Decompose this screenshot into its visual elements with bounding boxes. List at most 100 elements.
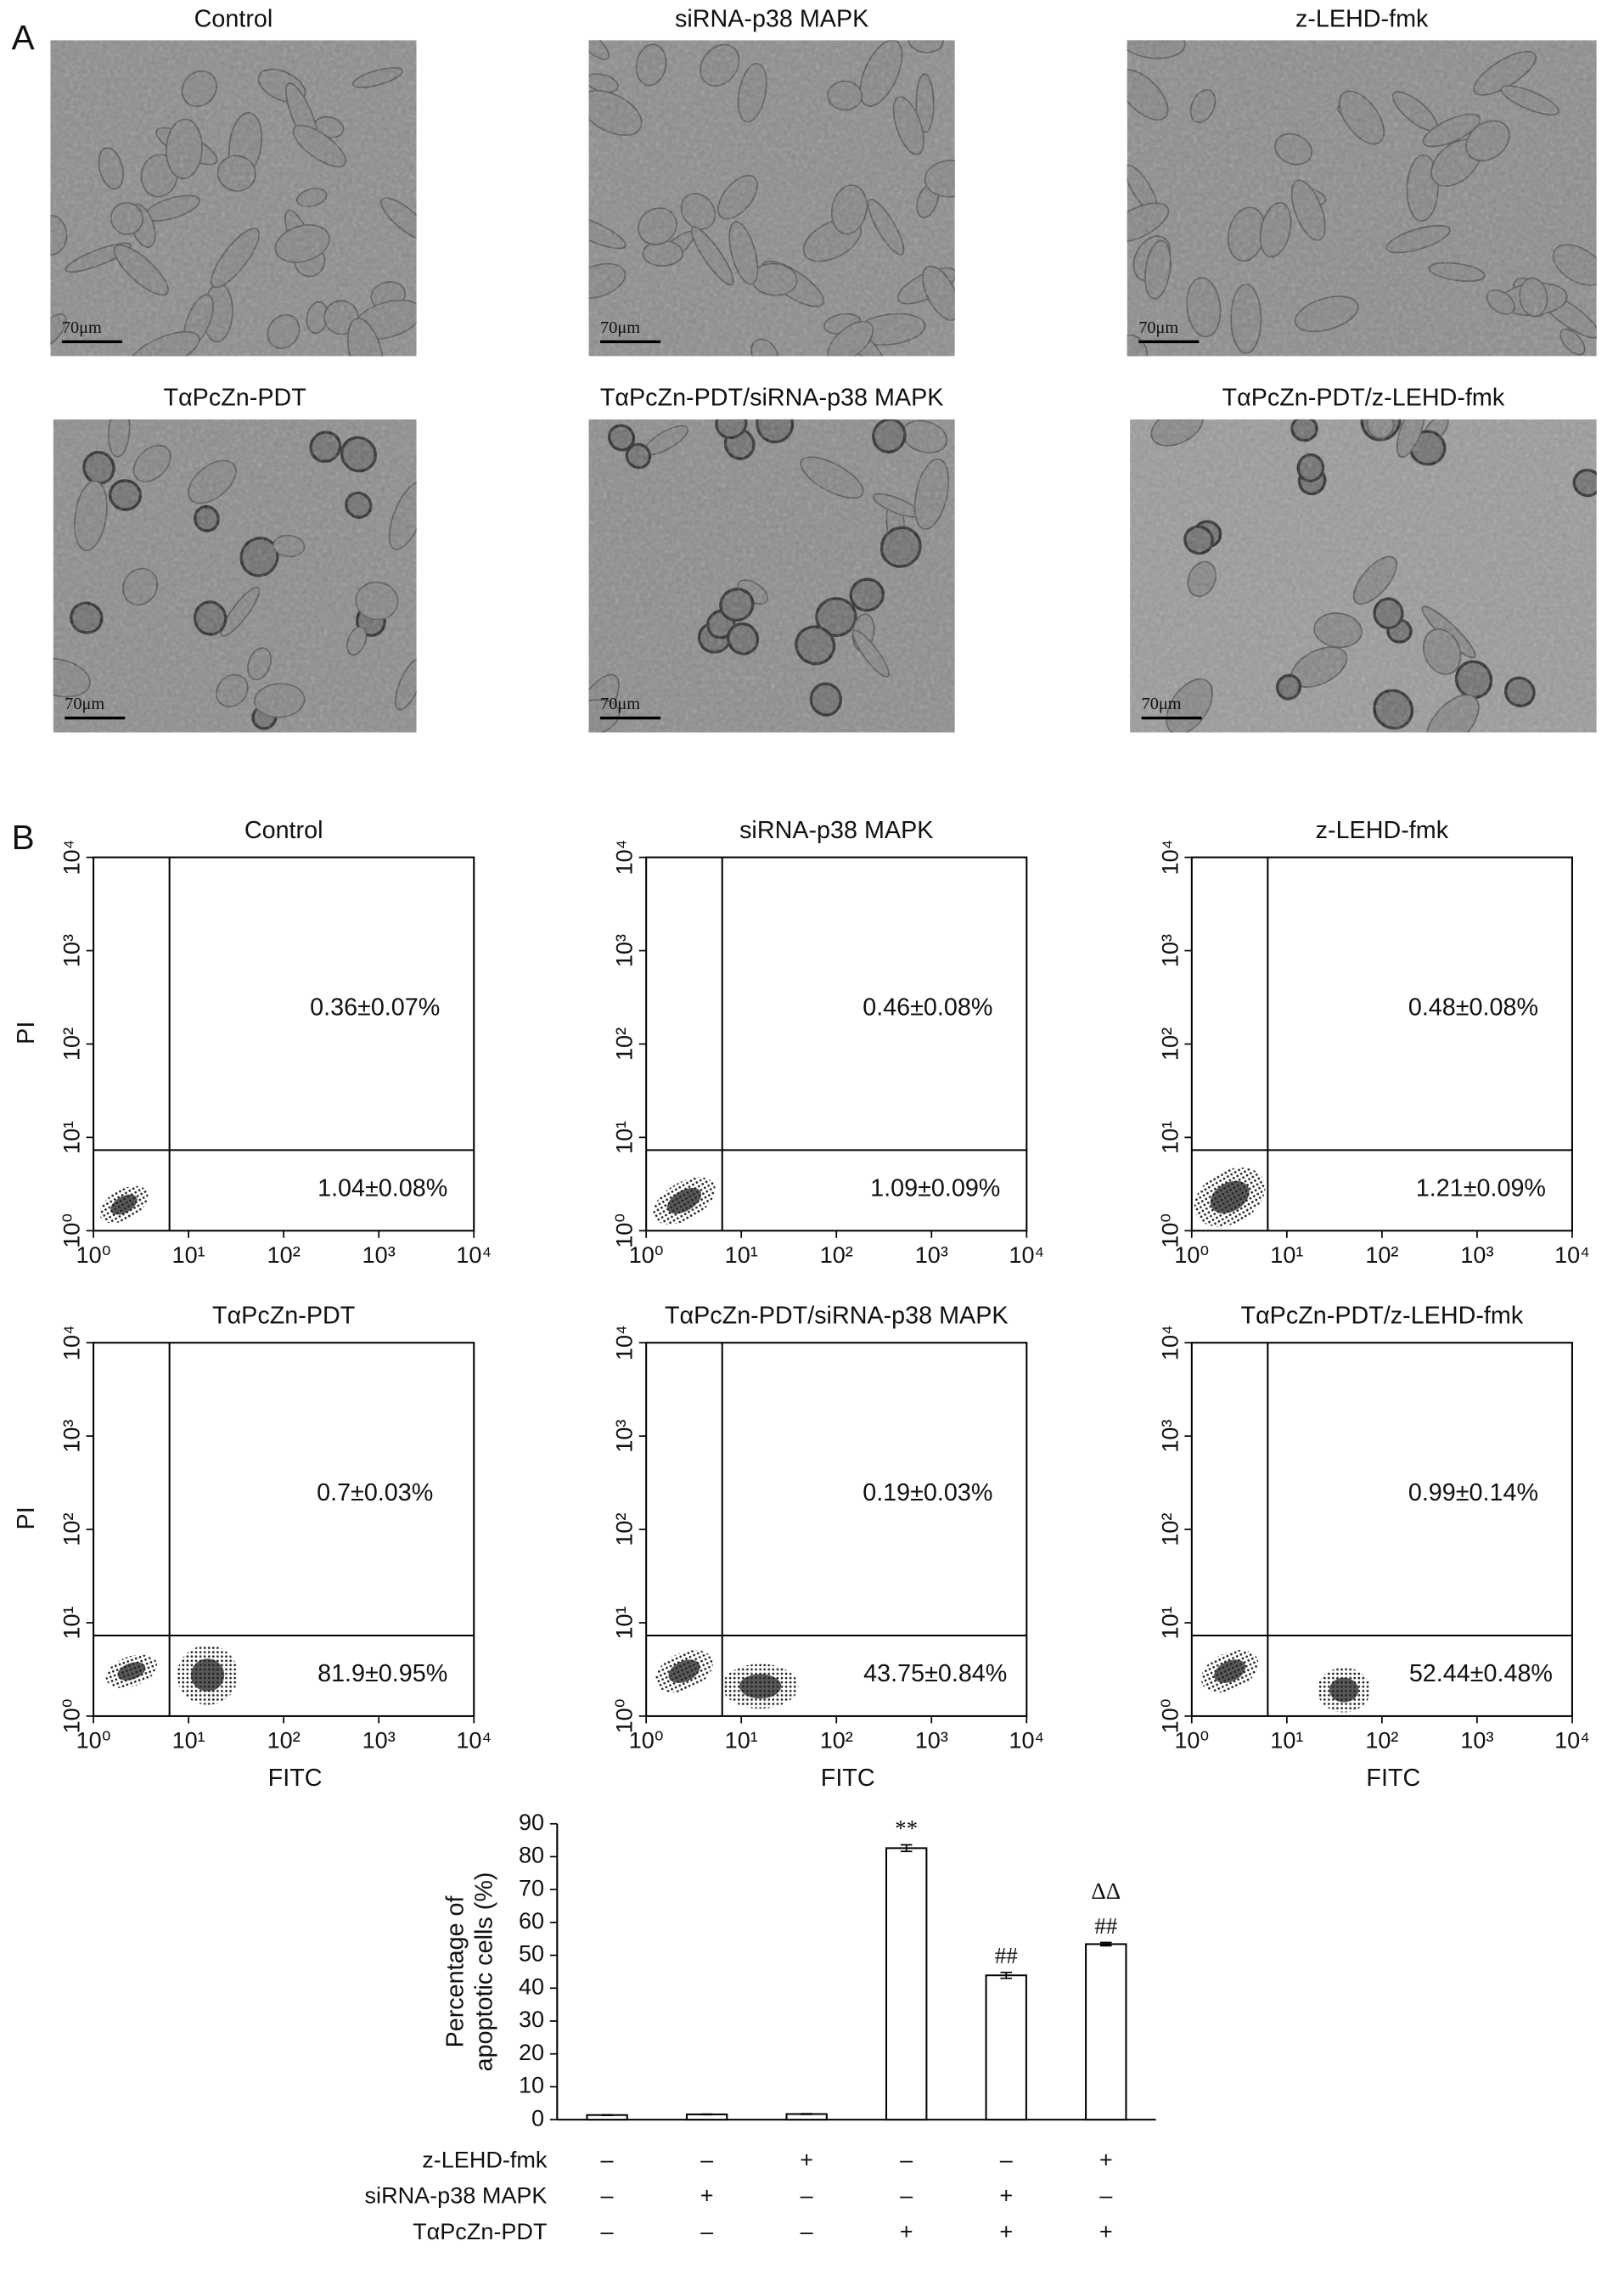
y-tick-label: 10¹ [1157,1121,1183,1154]
y-tick-label: 10 [519,2073,544,2098]
x-tick-label: 10³ [362,1727,396,1753]
treatment-sign: – [1099,2183,1113,2209]
treatment-sign: – [601,2147,615,2172]
scale-bar-label: 70μm [600,695,640,713]
quadrant-value: 0.99±0.14% [1408,1479,1538,1506]
y-tick-label: 10³ [1157,1420,1183,1453]
treatment-sign: + [999,2219,1013,2244]
micrograph-grain [53,419,417,733]
x-tick-label: 10⁰ [629,1727,664,1753]
x-tick-label: 10⁴ [1554,1727,1590,1753]
x-tick-label: 10³ [915,1242,948,1268]
treatment-sign: – [1000,2147,1014,2172]
y-tick-label: 10⁰ [59,1213,85,1248]
y-tick-label: 10³ [59,1420,85,1453]
cell-cluster-core [1214,1659,1246,1683]
y-tick-label: 10³ [612,1420,638,1453]
x-tick-label: 10³ [1460,1727,1493,1753]
y-tick-label: 10³ [1157,934,1183,967]
treatment-label: TαPcZn-PDT [413,2219,547,2244]
plot-title: Control [244,817,323,844]
y-tick-label: 10³ [612,934,638,967]
error-bar [1000,1971,1012,1979]
quadrant-value: 0.36±0.07% [310,994,440,1021]
x-axis-label: FITC [268,1765,323,1792]
y-tick-label: 10⁰ [59,1698,85,1733]
significance-mark: ## [995,1943,1019,1968]
quadrant-value: 1.09±0.09% [870,1175,1000,1202]
x-tick-label: 10⁴ [1009,1242,1044,1268]
micrograph: 70μm [1127,40,1597,357]
treatment-sign: + [999,2183,1013,2209]
y-tick-label: 10¹ [59,1121,85,1154]
treatment-sign: – [601,2183,615,2209]
x-tick-label: 10¹ [725,1242,758,1268]
plot-title: TαPcZn-PDT [212,1302,355,1329]
y-tick-label: 10⁴ [1157,1325,1183,1360]
treatment-sign: + [800,2147,813,2172]
y-tick-label: 90 [519,1810,544,1835]
treatment-sign: – [700,2147,714,2172]
quadrant-value: 0.48±0.08% [1408,994,1538,1021]
treatment-sign: + [900,2219,913,2244]
x-axis-label: FITC [821,1765,875,1792]
y-tick-label: 20 [519,2040,544,2065]
y-tick-label: 60 [519,1908,544,1934]
quadrant-value: 1.04±0.08% [317,1175,447,1202]
quadrant-value: 1.21±0.09% [1416,1175,1546,1202]
micrograph: 70μm [53,419,417,733]
micrograph: 70μm [588,40,955,357]
treatment-sign: – [900,2147,913,2172]
y-tick-label: 10⁴ [612,840,638,876]
y-tick-label: 10² [1157,1513,1183,1546]
quadrant-value: 43.75±0.84% [863,1660,1007,1687]
y-tick-label: 70 [519,1875,544,1900]
y-axis-label: Percentage of [442,1895,469,2047]
quadrant-value: 0.7±0.03% [317,1479,433,1506]
x-tick-label: 10² [267,1727,301,1753]
cell-cluster-core [1210,1180,1250,1213]
treatment-sign: – [601,2219,615,2244]
micrograph-grain [588,40,955,357]
image-title: TαPcZn-PDT/z-LEHD-fmk [1222,385,1505,412]
y-tick-label: 10¹ [1157,1606,1183,1639]
treatment-sign: – [801,2183,814,2209]
y-tick-label: 10² [59,1028,85,1061]
micrograph: 70μm [50,40,417,357]
cell-cluster-core [1329,1677,1359,1703]
image-title: z-LEHD-fmk [1295,5,1429,32]
x-tick-label: 10⁴ [1554,1242,1590,1268]
y-tick-label: 10² [59,1513,85,1546]
treatment-label: z-LEHD-fmk [422,2147,548,2172]
scale-bar-label: 70μm [1142,695,1182,713]
significance-mark: ΔΔ [1091,1878,1121,1904]
micrograph-grain [588,419,955,733]
x-tick-label: 10² [1365,1727,1398,1753]
x-tick-label: 10³ [362,1242,396,1268]
treatment-label: siRNA-p38 MAPK [365,2183,548,2209]
quadrant-value: 0.19±0.03% [863,1479,992,1506]
panel-label: B [12,818,35,857]
x-axis-label: FITC [1366,1765,1420,1792]
x-tick-label: 10¹ [1270,1727,1303,1753]
micrograph: 70μm [1130,419,1597,733]
x-tick-label: 10⁰ [76,1727,111,1753]
error-bar [900,1844,913,1853]
micrograph-content [53,419,417,733]
image-title: siRNA-p38 MAPK [675,5,868,32]
y-tick-label: 0 [531,2105,544,2131]
error-bar [700,2113,713,2116]
plot-title: z-LEHD-fmk [1316,817,1449,844]
micrograph-content [50,40,417,357]
y-tick-label: 10² [1157,1028,1183,1061]
y-tick-label: 10⁰ [1157,1698,1183,1733]
y-axis-label: PI [13,1022,40,1044]
treatment-sign: + [1099,2147,1113,2172]
cell-cluster-core [190,1658,225,1692]
micrograph-content [1130,419,1597,733]
cell-cluster-core [739,1674,782,1699]
quadrant-value: 0.46±0.08% [863,994,992,1021]
y-tick-label: 40 [519,1973,544,1999]
panel-label: A [12,18,35,57]
cell-cluster-core [666,1187,702,1214]
